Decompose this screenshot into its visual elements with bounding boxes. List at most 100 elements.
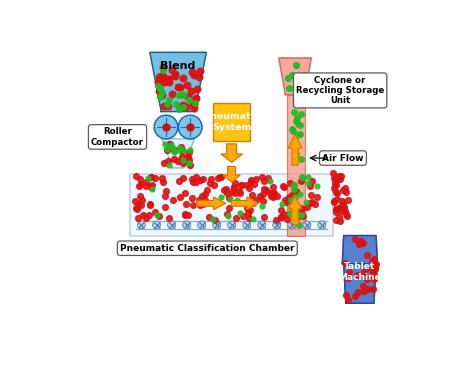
Point <box>330 175 337 181</box>
Point <box>259 198 266 204</box>
Point <box>190 105 198 111</box>
Point <box>256 193 264 199</box>
Point <box>165 141 173 147</box>
Point <box>167 146 175 152</box>
Point <box>133 173 140 179</box>
Point <box>146 202 154 208</box>
Point <box>266 178 274 184</box>
Circle shape <box>154 115 178 139</box>
Point <box>247 179 255 185</box>
Point <box>223 190 230 196</box>
Point <box>292 188 300 194</box>
Point <box>295 213 302 219</box>
Circle shape <box>273 221 281 229</box>
Circle shape <box>178 115 202 139</box>
Point <box>216 174 223 180</box>
Point <box>210 182 218 187</box>
Circle shape <box>243 221 251 229</box>
Point <box>199 193 206 199</box>
Point <box>304 174 312 180</box>
Circle shape <box>228 221 236 229</box>
Point <box>299 213 307 219</box>
Point <box>308 199 316 205</box>
Point <box>195 74 203 80</box>
Point <box>180 160 187 166</box>
Point <box>341 186 348 191</box>
Circle shape <box>153 221 160 229</box>
Point <box>184 154 191 160</box>
Point <box>189 101 197 107</box>
Point <box>359 240 366 246</box>
Point <box>145 212 153 218</box>
Point <box>236 210 244 216</box>
Point <box>269 194 276 200</box>
Point <box>373 261 380 267</box>
Point <box>366 266 374 272</box>
Text: Roller
Compactor: Roller Compactor <box>91 127 144 147</box>
Point <box>196 202 204 208</box>
Point <box>307 192 314 198</box>
Point <box>259 203 266 209</box>
Point <box>164 146 171 152</box>
Point <box>290 186 298 191</box>
Point <box>331 180 338 186</box>
Point <box>304 180 312 186</box>
Point <box>162 188 170 194</box>
Point <box>189 176 196 182</box>
Point <box>209 216 217 222</box>
Text: Blend: Blend <box>160 61 196 71</box>
Point <box>260 214 268 220</box>
Point <box>161 102 168 108</box>
Point <box>330 185 338 191</box>
Point <box>160 79 167 85</box>
Circle shape <box>182 221 191 229</box>
Polygon shape <box>223 167 240 182</box>
Point <box>231 190 239 195</box>
Point <box>345 296 352 302</box>
Point <box>222 187 230 193</box>
Circle shape <box>288 221 296 229</box>
Point <box>368 258 375 264</box>
Point <box>188 89 195 94</box>
Point <box>313 194 321 200</box>
Point <box>183 154 191 160</box>
Point <box>160 179 167 185</box>
Point <box>158 92 165 98</box>
Point <box>337 176 344 182</box>
Point <box>246 186 253 191</box>
Point <box>201 191 209 197</box>
Point <box>206 180 214 186</box>
Bar <box>213 103 250 141</box>
Point <box>166 141 174 147</box>
Point <box>164 103 172 109</box>
Point <box>186 147 194 153</box>
Point <box>192 174 200 180</box>
Point <box>301 72 308 78</box>
Point <box>280 184 288 190</box>
Point <box>176 84 184 90</box>
Point <box>266 190 273 196</box>
Point <box>155 74 163 79</box>
Point <box>189 202 196 208</box>
Point <box>224 213 232 219</box>
Point <box>369 287 376 292</box>
Point <box>231 180 238 186</box>
Polygon shape <box>288 134 302 165</box>
Point <box>252 176 259 182</box>
Point <box>207 176 215 182</box>
Polygon shape <box>279 58 311 95</box>
Point <box>184 212 191 218</box>
Point <box>168 67 176 73</box>
Polygon shape <box>342 236 377 264</box>
Point <box>163 101 170 107</box>
Point <box>285 194 292 200</box>
Point <box>179 102 187 108</box>
Point <box>227 195 234 201</box>
Point <box>176 145 183 150</box>
Point <box>179 147 187 153</box>
Point <box>293 132 301 138</box>
Point <box>249 216 256 222</box>
Point <box>336 205 343 211</box>
Point <box>185 97 193 103</box>
Point <box>170 156 177 162</box>
